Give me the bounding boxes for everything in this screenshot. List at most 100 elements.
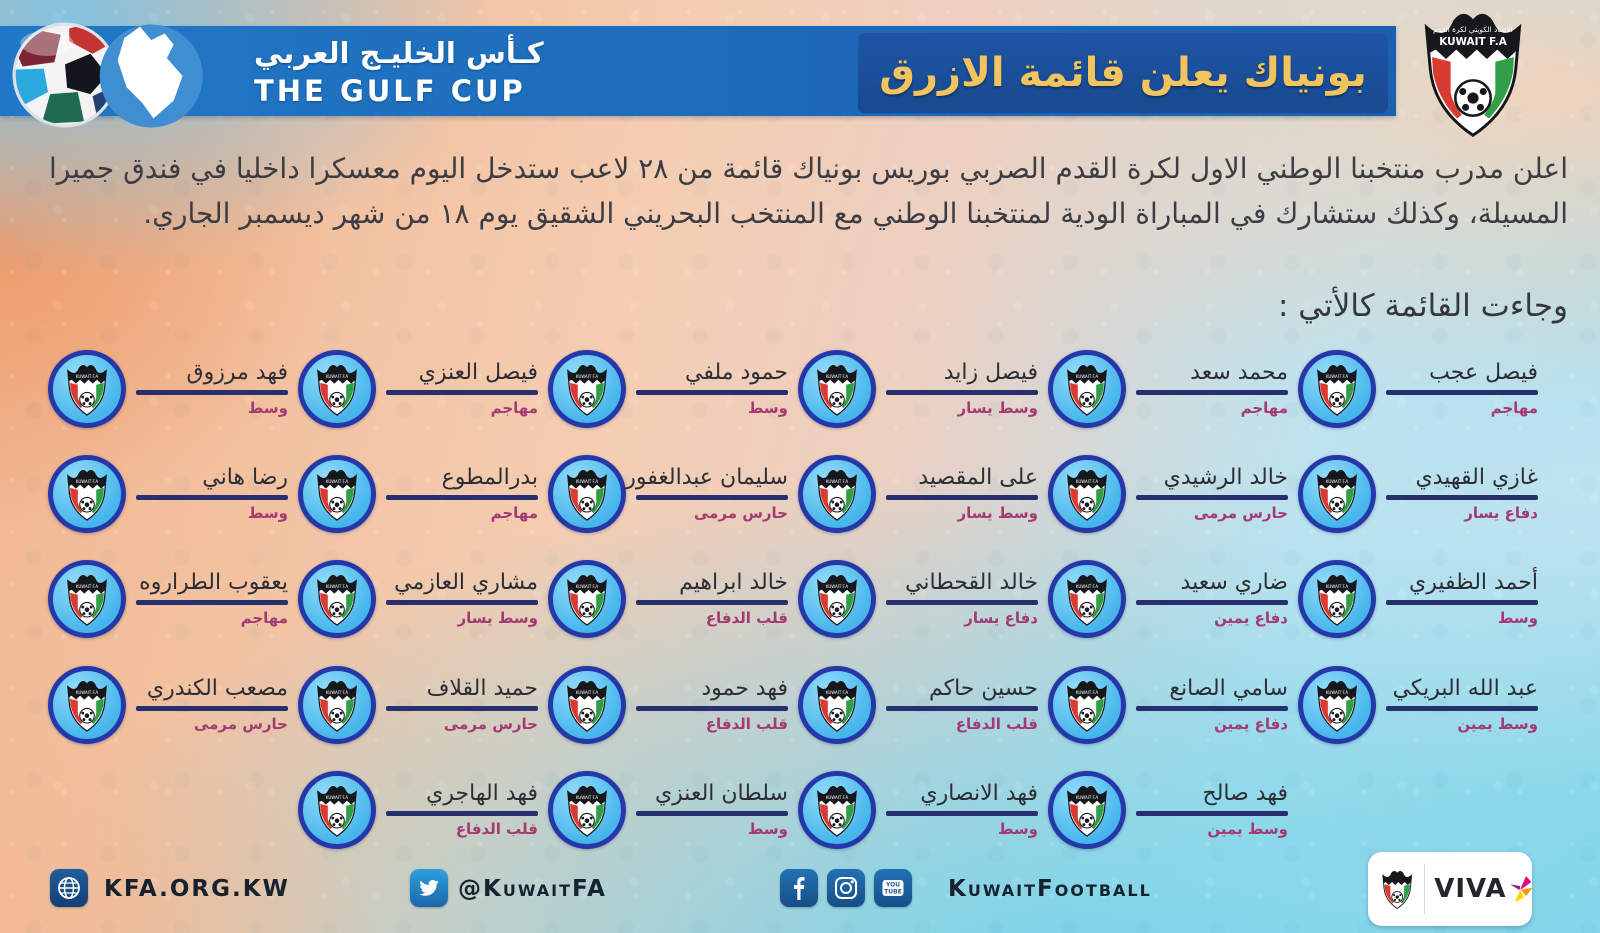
player-underline	[136, 390, 288, 395]
player-underline	[886, 495, 1038, 500]
svg-text:KUWAIT F.A: KUWAIT F.A	[576, 584, 599, 589]
kuwait-fa-badge-icon: KUWAIT F.A	[548, 350, 626, 428]
player-cell: KUWAIT F.A ضاري سعيد دفاع يمين	[1048, 560, 1288, 640]
facebook-icon	[780, 869, 818, 907]
player-cell: KUWAIT F.A عبد الله البريكي وسط يمين	[1298, 666, 1538, 746]
svg-text:TUBE: TUBE	[884, 889, 902, 896]
player-text: حميد القلاف حارس مرمى	[386, 666, 538, 733]
svg-text:KUWAIT F.A: KUWAIT F.A	[1076, 795, 1099, 800]
player-text: فهد حمود قلب الدفاع	[636, 666, 788, 733]
player-position: حارس مرمى	[693, 504, 788, 522]
player-cell: KUWAIT F.A سليمان عبدالغفور حارس مرمى	[548, 455, 788, 535]
player-text: فيصل العنزي مهاجم	[386, 350, 538, 417]
kuwait-fa-badge-icon: KUWAIT F.A	[798, 455, 876, 533]
svg-text:KUWAIT F.A: KUWAIT F.A	[826, 374, 849, 379]
player-name: خالد القحطاني	[905, 570, 1038, 595]
player-text: حسين حاكم قلب الدفاع	[886, 666, 1038, 733]
player-underline	[636, 706, 788, 711]
svg-text:KUWAIT F.A: KUWAIT F.A	[1076, 479, 1099, 484]
svg-text:KUWAIT F.A: KUWAIT F.A	[1076, 374, 1099, 379]
player-name: سليمان عبدالغفور	[625, 465, 788, 490]
player-text: خالد القحطاني دفاع يسار	[886, 560, 1038, 627]
svg-text:KUWAIT F.A: KUWAIT F.A	[576, 479, 599, 484]
kuwait-fa-badge-icon: KUWAIT F.A	[48, 666, 126, 744]
player-position: وسط	[1497, 609, 1538, 627]
player-cell: KUWAIT F.A خالد القحطاني دفاع يسار	[798, 560, 1038, 640]
kuwait-fa-badge-icon: KUWAIT F.A	[1048, 666, 1126, 744]
player-text: سليمان عبدالغفور حارس مرمى	[625, 455, 788, 522]
player-underline	[1136, 600, 1288, 605]
player-text: فيصل عجب مهاجم	[1386, 350, 1538, 417]
announcement-title: بونياك يعلن قائمة الازرق	[879, 50, 1367, 96]
player-cell: KUWAIT F.A حمود ملفي وسط	[548, 350, 788, 430]
player-position: مهاجم	[240, 609, 288, 627]
player-underline	[1386, 390, 1538, 395]
svg-text:KUWAIT F.A: KUWAIT F.A	[76, 479, 99, 484]
player-name: بدرالمطوع	[441, 465, 538, 490]
player-text: مشاري العازمي وسط يسار	[386, 560, 538, 627]
player-name: على المقصيد	[918, 465, 1038, 490]
player-position: وسط	[747, 820, 788, 838]
player-name: مشاري العازمي	[394, 570, 538, 595]
svg-text:KUWAIT F.A: KUWAIT F.A	[76, 374, 99, 379]
player-cell: KUWAIT F.A أحمد الظفيري وسط	[1298, 560, 1538, 640]
player-underline	[386, 600, 538, 605]
player-name: عبد الله البريكي	[1392, 676, 1538, 701]
kuwait-fa-badge-icon: KUWAIT F.A	[798, 771, 876, 849]
player-cell: KUWAIT F.A حميد القلاف حارس مرمى	[298, 666, 538, 746]
globe-icon	[50, 869, 88, 907]
player-position: وسط يمين	[1457, 715, 1538, 733]
kuwait-fa-badge-icon: KUWAIT F.A	[1298, 350, 1376, 428]
svg-text:KUWAIT F.A: KUWAIT F.A	[826, 690, 849, 695]
player-cell: KUWAIT F.A فهد مرزوق وسط	[48, 350, 288, 430]
player-cell: KUWAIT F.A فيصل العنزي مهاجم	[298, 350, 538, 430]
kuwait-fa-badge-icon: KUWAIT F.A	[298, 455, 376, 533]
player-underline	[886, 390, 1038, 395]
player-text: غازي القهيدي دفاع يسار	[1386, 455, 1538, 522]
player-text: خالد ابراهيم قلب الدفاع	[636, 560, 788, 627]
player-name: فهد حمود	[701, 676, 788, 701]
player-cell: KUWAIT F.A سامي الصانع دفاع يمين	[1048, 666, 1288, 746]
player-text: على المقصيد وسط يسار	[886, 455, 1038, 522]
player-cell: KUWAIT F.A غازي القهيدي دفاع يسار	[1298, 455, 1538, 535]
player-cell: KUWAIT F.A خالد ابراهيم قلب الدفاع	[548, 560, 788, 640]
player-name: فهد صالح	[1202, 781, 1289, 806]
svg-text:KUWAIT F.A: KUWAIT F.A	[1076, 690, 1099, 695]
player-position: مهاجم	[1490, 399, 1538, 417]
player-position: وسط يسار	[457, 609, 538, 627]
player-position: وسط يسار	[957, 399, 1038, 417]
player-position: قلب الدفاع	[955, 715, 1038, 733]
player-position: دفاع يسار	[1464, 504, 1538, 522]
svg-text:KUWAIT F.A: KUWAIT F.A	[326, 584, 349, 589]
player-text: سلطان العنزي وسط	[636, 771, 788, 838]
twitter-icon	[410, 869, 448, 907]
svg-text:KUWAIT F.A: KUWAIT F.A	[576, 374, 599, 379]
player-name: حميد القلاف	[426, 676, 538, 701]
kuwait-fa-badge-icon: KUWAIT F.A	[798, 560, 876, 638]
player-underline	[386, 390, 538, 395]
player-position: حارس مرمى	[1193, 504, 1288, 522]
player-underline	[886, 706, 1038, 711]
player-text: فهد الانصاري وسط	[886, 771, 1038, 838]
player-text: ضاري سعيد دفاع يمين	[1136, 560, 1288, 627]
player-position: وسط	[997, 820, 1038, 838]
player-position: مهاجم	[1240, 399, 1288, 417]
player-underline	[636, 600, 788, 605]
svg-text:KUWAIT F.A: KUWAIT F.A	[826, 795, 849, 800]
player-cell: KUWAIT F.A رضا هاني وسط	[48, 455, 288, 535]
kuwait-fa-badge-icon: KUWAIT F.A	[548, 455, 626, 533]
svg-text:KUWAIT F.A: KUWAIT F.A	[326, 479, 349, 484]
svg-text:KUWAIT F.A: KUWAIT F.A	[326, 690, 349, 695]
player-name: فهد مرزوق	[186, 360, 288, 385]
kuwait-fa-badge-icon: KUWAIT F.A	[298, 666, 376, 744]
player-text: رضا هاني وسط	[136, 455, 288, 522]
player-text: حمود ملفي وسط	[636, 350, 788, 417]
player-cell: KUWAIT F.A بدرالمطوع مهاجم	[298, 455, 538, 535]
player-underline	[1386, 495, 1538, 500]
svg-text:YOU: YOU	[885, 882, 900, 889]
player-name: سامي الصانع	[1169, 676, 1288, 701]
player-name: حسين حاكم	[928, 676, 1038, 701]
kuwait-fa-crest-icon: الاتحاد الكويتي لكرة القدم KUWAIT F.A	[1398, 5, 1548, 139]
svg-text:KUWAIT F.A: KUWAIT F.A	[826, 479, 849, 484]
